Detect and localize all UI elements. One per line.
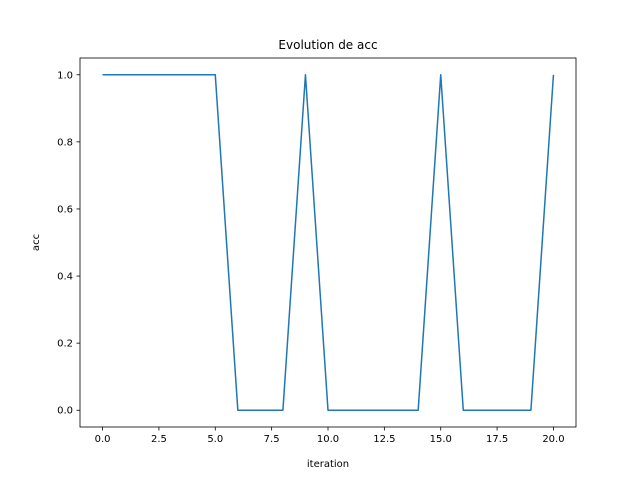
x-tick-label: 12.5: [373, 434, 395, 445]
x-axis-label: iteration: [307, 459, 349, 470]
axes-frame: [79, 57, 577, 428]
x-tick-label: 10.0: [317, 434, 339, 445]
x-tick-label: 0.0: [95, 434, 111, 445]
x-axis-ticks: 0.0 2.5 5.0 7.5 10.0 12.5 15.0 17.5 20.0: [95, 427, 565, 445]
y-axis-label: acc: [31, 234, 42, 251]
x-tick-label: 5.0: [207, 434, 223, 445]
y-tick-label: 0.4: [57, 272, 73, 283]
x-tick-label: 17.5: [486, 434, 508, 445]
y-tick-label: 0.6: [57, 204, 73, 215]
y-axis-ticks: 0.0 0.2 0.4 0.6 0.8 1.0: [57, 70, 80, 417]
series-line: [102, 74, 555, 411]
y-tick-label: 0.2: [57, 339, 73, 350]
x-tick-label: 2.5: [151, 434, 167, 445]
x-tick-label: 7.5: [264, 434, 280, 445]
x-tick-label: 15.0: [430, 434, 452, 445]
plot-series: [102, 74, 555, 411]
y-tick-label: 1.0: [57, 70, 73, 81]
chart-title: Evolution de acc: [278, 38, 377, 52]
y-tick-label: 0.8: [57, 137, 73, 148]
y-tick-label: 0.0: [57, 406, 73, 417]
x-tick-label: 20.0: [542, 434, 564, 445]
